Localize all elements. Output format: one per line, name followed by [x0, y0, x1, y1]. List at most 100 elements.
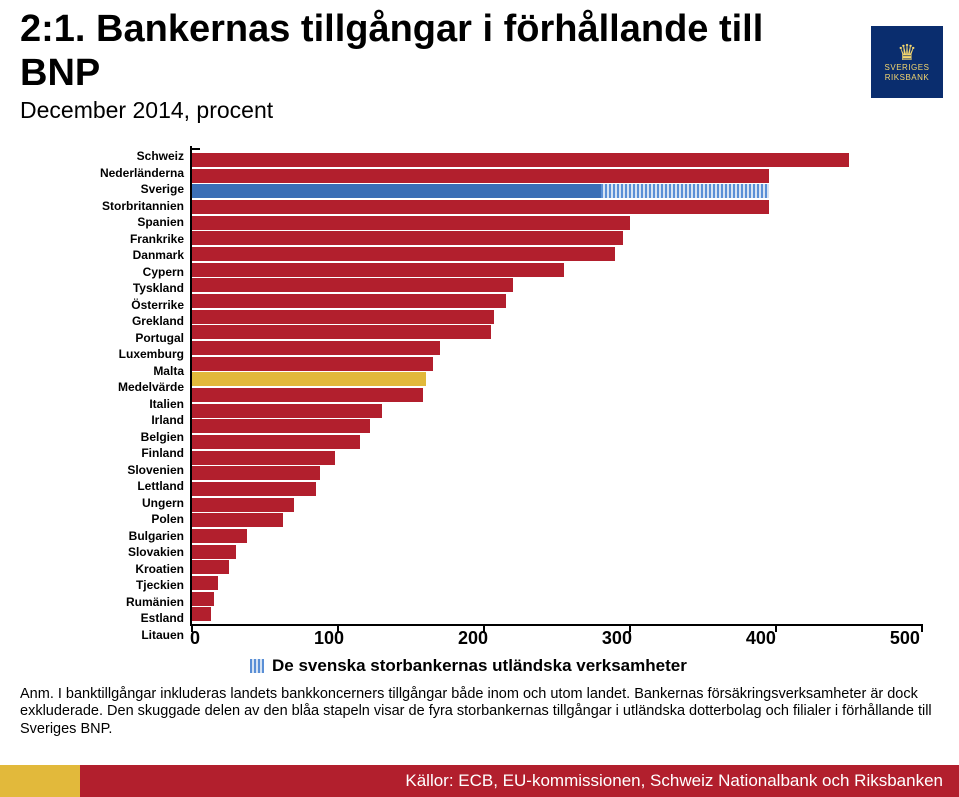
bar: [192, 231, 623, 245]
bar-row: [192, 230, 920, 246]
page-title: 2:1. Bankernas tillgångar i förhållande …: [20, 8, 780, 95]
bar: [192, 435, 360, 449]
chart-footnote: Anm. I banktillgångar inkluderas landets…: [20, 686, 939, 738]
bar: [192, 200, 769, 214]
footer-gold-segment: [0, 765, 80, 797]
category-label: Rumänien: [40, 594, 184, 611]
category-label: Österrike: [40, 297, 184, 314]
bar-row: [192, 152, 920, 168]
bar-row: [192, 309, 920, 325]
bar-row: [192, 606, 920, 622]
category-label: Nederländerna: [40, 165, 184, 182]
bar-segment-hatched: [601, 184, 769, 198]
logo-line1: SVERIGES: [885, 64, 930, 73]
logo-line2: RIKSBANK: [885, 73, 929, 82]
bar: [192, 513, 283, 527]
category-label: Danmark: [40, 247, 184, 264]
bar: [192, 153, 849, 167]
bar-mean: [192, 372, 426, 386]
bar: [192, 247, 615, 261]
bar-row: [192, 215, 920, 231]
bar-row: [192, 575, 920, 591]
bar-row: [192, 403, 920, 419]
category-label: Slovenien: [40, 462, 184, 479]
bar: [192, 607, 211, 621]
category-label: Tyskland: [40, 280, 184, 297]
category-label: Irland: [40, 412, 184, 429]
riksbank-logo: ♛ SVERIGES RIKSBANK: [871, 26, 943, 98]
x-tick-label: 100: [314, 628, 344, 649]
bar-row: [192, 528, 920, 544]
bar-row: [192, 434, 920, 450]
bar-row: [192, 293, 920, 309]
bar: [192, 529, 247, 543]
category-label: Litauen: [40, 627, 184, 644]
source-text: Källor: ECB, EU-kommissionen, Schweiz Na…: [405, 771, 943, 791]
bar-chart: SchweizNederländernaSverigeStorbritannie…: [40, 148, 920, 626]
bar: [192, 545, 236, 559]
bar-row: [192, 559, 920, 575]
bar: [192, 325, 491, 339]
bar-row: [192, 168, 920, 184]
bar-row: [192, 246, 920, 262]
x-tick-label: 0: [190, 628, 200, 649]
x-tick-label: 300: [602, 628, 632, 649]
bar-row: [192, 544, 920, 560]
bar-segment-solid: [192, 184, 601, 198]
legend-swatch-icon: [250, 659, 264, 673]
bar: [192, 216, 630, 230]
x-tick-label: 400: [746, 628, 776, 649]
category-label: Ungern: [40, 495, 184, 512]
bar: [192, 482, 316, 496]
bar: [192, 341, 440, 355]
bar: [192, 404, 382, 418]
category-label: Sverige: [40, 181, 184, 198]
category-label: Lettland: [40, 478, 184, 495]
bar-row: [192, 340, 920, 356]
bar-row: [192, 418, 920, 434]
bar: [192, 498, 294, 512]
x-tick-label: 500: [890, 628, 920, 649]
bar: [192, 169, 769, 183]
bar-row: [192, 387, 920, 403]
category-label: Schweiz: [40, 148, 184, 165]
category-label: Polen: [40, 511, 184, 528]
bar-row: [192, 512, 920, 528]
bar-row: [192, 277, 920, 293]
bar: [192, 310, 494, 324]
chart-legend: De svenska storbankernas utländska verks…: [250, 656, 687, 676]
category-label: Luxemburg: [40, 346, 184, 363]
category-label: Spanien: [40, 214, 184, 231]
bar: [192, 278, 513, 292]
bar-row: [192, 450, 920, 466]
bar: [192, 388, 423, 402]
category-label: Cypern: [40, 264, 184, 281]
bar-row: [192, 199, 920, 215]
bar: [192, 451, 335, 465]
category-label: Frankrike: [40, 231, 184, 248]
category-label: Italien: [40, 396, 184, 413]
bar-row: [192, 183, 920, 199]
bar: [192, 560, 229, 574]
bar-row: [192, 497, 920, 513]
category-label: Kroatien: [40, 561, 184, 578]
category-label: Malta: [40, 363, 184, 380]
bar: [192, 294, 506, 308]
bar-row: [192, 324, 920, 340]
crown-icon: ♛: [897, 42, 917, 64]
category-label: Storbritannien: [40, 198, 184, 215]
x-tick-label: 200: [458, 628, 488, 649]
legend-text: De svenska storbankernas utländska verks…: [272, 656, 687, 676]
bar: [192, 357, 433, 371]
category-label: Bulgarien: [40, 528, 184, 545]
category-label: Tjeckien: [40, 577, 184, 594]
x-axis-ticks: 0 100 200 300 400 500: [190, 628, 920, 649]
bar: [192, 263, 564, 277]
bar: [192, 466, 320, 480]
category-label: Slovakien: [40, 544, 184, 561]
bar: [192, 419, 370, 433]
bar-row: [192, 262, 920, 278]
category-label: Grekland: [40, 313, 184, 330]
category-label: Medelvärde: [40, 379, 184, 396]
bar-row: [192, 481, 920, 497]
